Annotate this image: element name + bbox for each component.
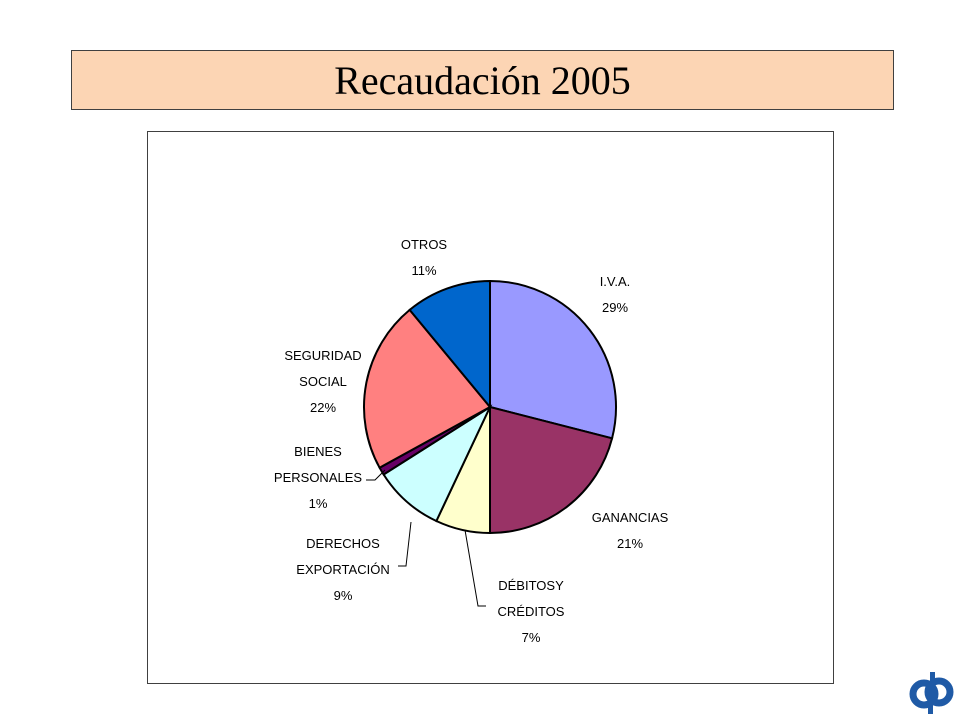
page-title: Recaudación 2005 — [334, 57, 631, 103]
slice-label-4: BIENES — [294, 444, 342, 459]
slice-label-5: SEGURIDAD — [284, 348, 361, 363]
slice-pct-label-4: 1% — [309, 496, 328, 511]
slice-label-0: I.V.A. — [600, 274, 631, 289]
slice-pct-label-2: 7% — [522, 630, 541, 645]
slice-label-3: DERECHOS — [306, 536, 380, 551]
slice-pct-label-0: 29% — [602, 300, 628, 315]
chart-frame: I.V.A. 29% GANANCIAS 21% DÉBITOSY CRÉDITOS 7% D… — [147, 131, 834, 684]
slice-pct-label-5: 22% — [310, 400, 336, 415]
pie-chart: I.V.A. 29% GANANCIAS 21% DÉBITOSY CRÉDITOS 7% D… — [274, 237, 669, 645]
slice-label-2: CRÉDITOS — [498, 604, 565, 619]
pie-slice-6 — [408, 279, 491, 410]
slice-label-1: GANANCIAS — [592, 510, 669, 525]
logo-icon — [909, 672, 954, 714]
title-banner: Recaudación 2005 — [71, 50, 894, 110]
pie-slice-0 — [489, 279, 617, 440]
slice-label-6: OTROS — [401, 237, 448, 252]
slice-label-4: PERSONALES — [274, 470, 362, 485]
pie-slice-5 — [363, 308, 492, 470]
pie-slice-1 — [489, 405, 614, 535]
slice-pct-label-6: 11% — [411, 263, 436, 278]
leader-line-3 — [398, 521, 412, 567]
slice-label-3: EXPORTACIÓN — [296, 562, 389, 577]
slice-label-2: DÉBITOSY — [498, 578, 564, 593]
slice-label-5: SOCIAL — [299, 374, 347, 389]
slice-pct-label-1: 21% — [617, 536, 643, 551]
leader-line-2 — [464, 529, 486, 607]
slice-pct-label-3: 9% — [334, 588, 353, 603]
leader-line-4 — [366, 469, 386, 481]
